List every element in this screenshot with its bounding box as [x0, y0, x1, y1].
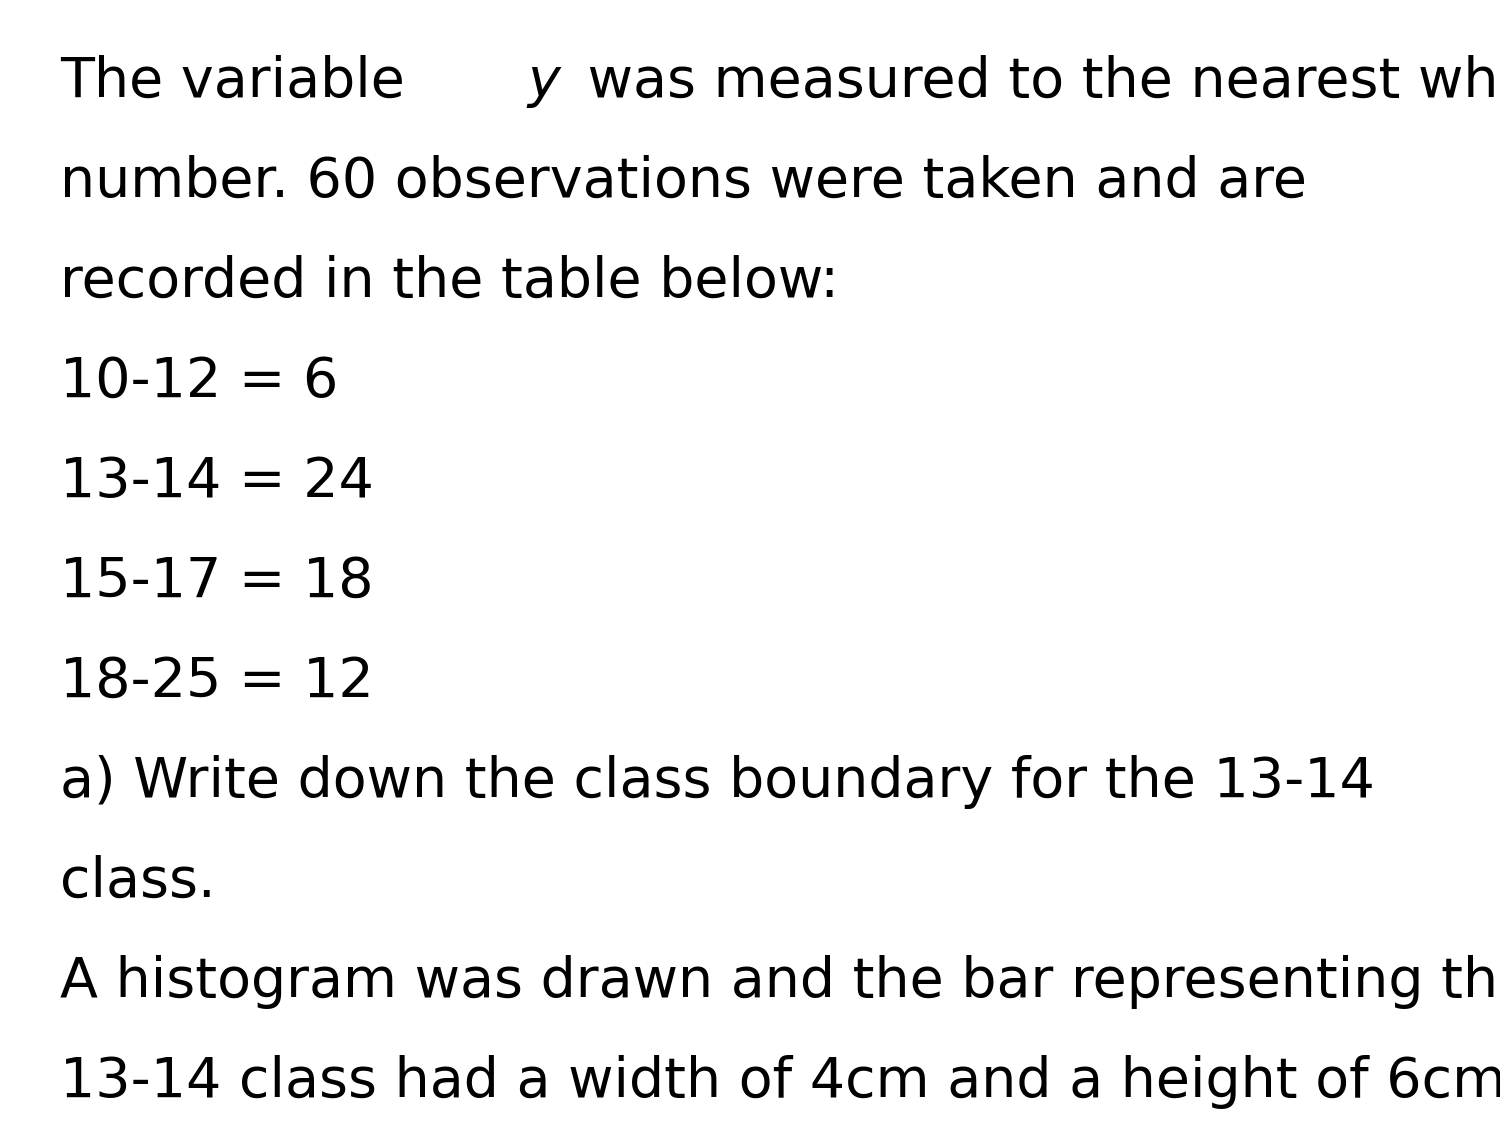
- Text: 13-14 = 24: 13-14 = 24: [60, 455, 374, 509]
- Text: class.: class.: [60, 855, 216, 909]
- Text: number. 60 observations were taken and are: number. 60 observations were taken and a…: [60, 155, 1306, 209]
- Text: was measured to the nearest whole: was measured to the nearest whole: [570, 55, 1500, 109]
- Text: y: y: [528, 55, 561, 108]
- Text: 15-17 = 18: 15-17 = 18: [60, 555, 374, 609]
- Text: The variable: The variable: [60, 55, 423, 109]
- Text: a) Write down the class boundary for the 13-14: a) Write down the class boundary for the…: [60, 755, 1376, 809]
- Text: A histogram was drawn and the bar representing the: A histogram was drawn and the bar repres…: [60, 955, 1500, 1010]
- Text: 13-14 class had a width of 4cm and a height of 6cm.: 13-14 class had a width of 4cm and a hei…: [60, 1055, 1500, 1109]
- Text: 10-12 = 6: 10-12 = 6: [60, 355, 339, 409]
- Text: recorded in the table below:: recorded in the table below:: [60, 255, 838, 309]
- Text: 18-25 = 12: 18-25 = 12: [60, 655, 374, 710]
